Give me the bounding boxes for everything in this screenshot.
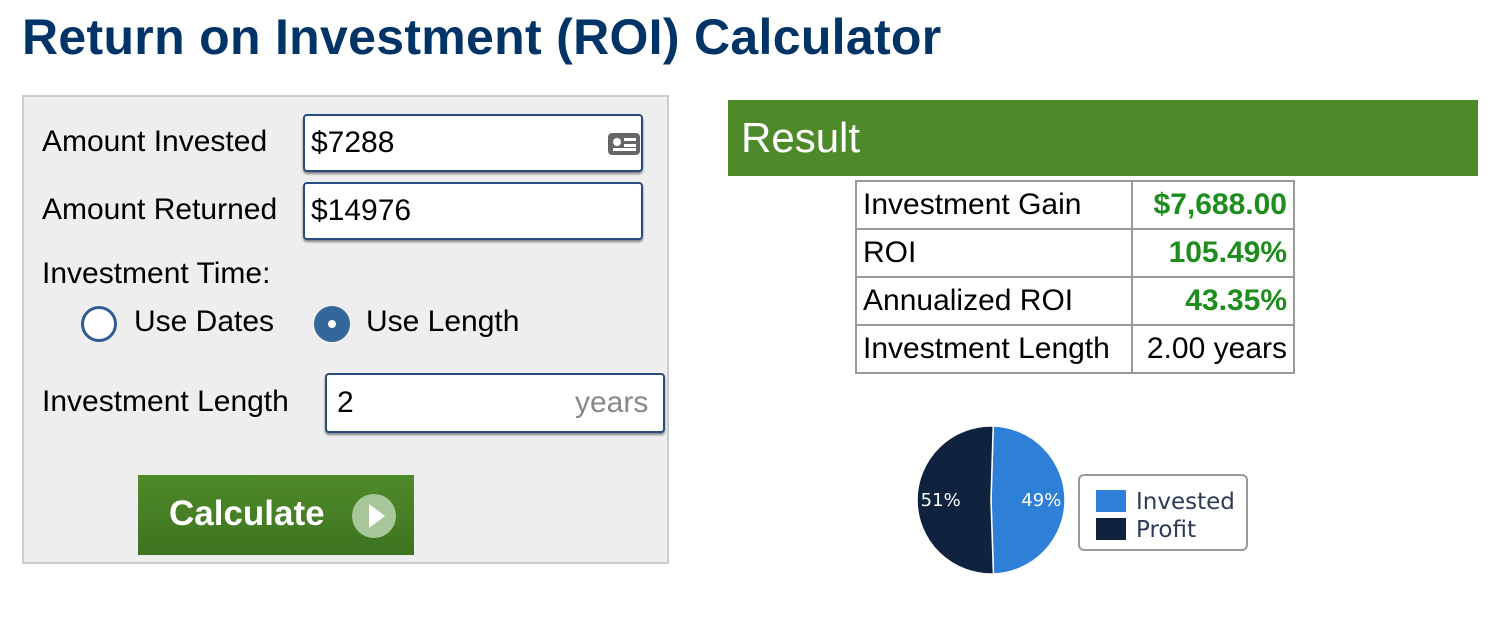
annualized-roi-label: Annualized ROI	[855, 276, 1133, 326]
legend-swatch-profit	[1096, 518, 1126, 540]
investment-gain-label: Investment Gain	[855, 180, 1133, 230]
pie-slice-profit	[916, 425, 995, 575]
contact-card-icon[interactable]	[608, 133, 640, 155]
investment-gain-value: $7,688.00	[1131, 180, 1295, 230]
legend-swatch-invested	[1096, 490, 1126, 512]
years-unit-label: years	[575, 386, 649, 419]
table-row: ROI 105.49%	[855, 228, 1295, 278]
investment-time-label: Investment Time:	[42, 257, 271, 290]
amount-returned-input[interactable]	[303, 182, 643, 240]
pie-slice-invested	[990, 425, 1066, 575]
investment-length-result-label: Investment Length	[855, 324, 1133, 374]
table-row: Annualized ROI 43.35%	[855, 276, 1295, 326]
use-length-label[interactable]: Use Length	[366, 305, 520, 338]
amount-returned-label: Amount Returned	[42, 193, 278, 226]
legend-label-invested: Invested	[1136, 489, 1235, 515]
pie-label-invested: 49%	[1021, 490, 1061, 511]
calculate-button-label: Calculate	[169, 494, 325, 533]
annualized-roi-value: 43.35%	[1131, 276, 1295, 326]
amount-invested-input[interactable]	[303, 114, 643, 172]
legend-label-profit: Profit	[1136, 517, 1196, 543]
use-dates-label[interactable]: Use Dates	[134, 305, 275, 338]
result-table: Investment Gain $7,688.00 ROI 105.49% An…	[855, 180, 1295, 374]
roi-label: ROI	[855, 228, 1133, 278]
pie-legend: Invested Profit	[1078, 474, 1248, 551]
calculate-button[interactable]: Calculate	[138, 475, 414, 555]
pie-label-profit: 51%	[921, 490, 961, 511]
table-row: Investment Gain $7,688.00	[855, 180, 1295, 230]
use-dates-radio[interactable]	[81, 306, 117, 342]
calculator-form-panel: Amount Invested Amount Returned Investme…	[22, 95, 669, 564]
table-row: Investment Length 2.00 years	[855, 324, 1295, 374]
use-length-radio[interactable]	[314, 306, 350, 342]
result-header: Result	[728, 100, 1478, 176]
investment-length-label: Investment Length	[42, 385, 289, 418]
page-title: Return on Investment (ROI) Calculator	[22, 9, 942, 65]
amount-invested-label: Amount Invested	[42, 125, 268, 158]
investment-length-result-value: 2.00 years	[1131, 324, 1295, 374]
roi-pie-chart: 49% 51%	[916, 425, 1066, 575]
result-heading: Result	[741, 114, 861, 161]
play-arrow-icon	[352, 494, 396, 538]
investment-length-input[interactable]	[325, 373, 665, 433]
roi-value: 105.49%	[1131, 228, 1295, 278]
